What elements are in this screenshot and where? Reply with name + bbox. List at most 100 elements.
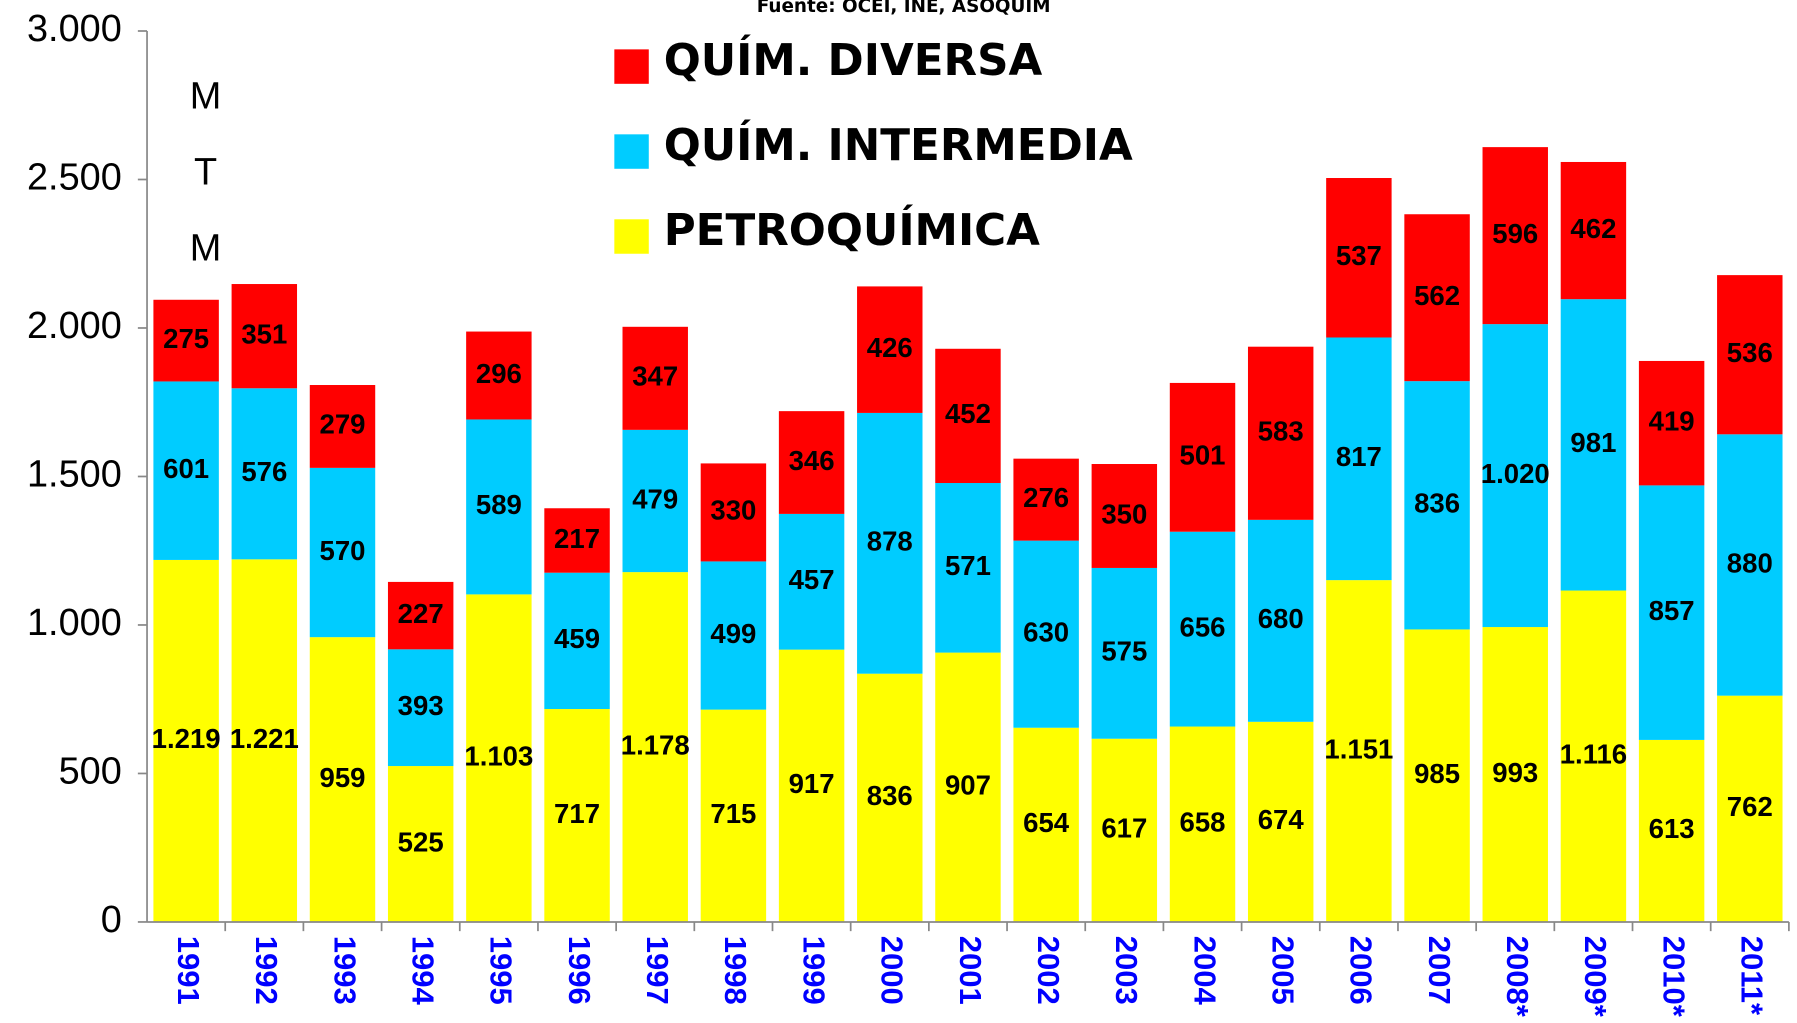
- value-label: 715: [710, 798, 756, 829]
- bar-segment: [1482, 324, 1548, 628]
- value-label: 907: [945, 770, 991, 801]
- bar-segment: [1169, 382, 1236, 532]
- value-label: 459: [554, 623, 600, 654]
- bar-segment: [387, 649, 454, 767]
- value-label: 993: [1492, 757, 1538, 788]
- bar-segment: [1404, 629, 1470, 922]
- value-label: 296: [476, 358, 522, 389]
- bar-segment: [622, 572, 688, 922]
- x-tick-label: 2003: [1109, 936, 1144, 1005]
- value-label: 217: [554, 523, 600, 554]
- bar-segment: [1091, 464, 1158, 568]
- bar-segment: [309, 385, 376, 468]
- bar-segment: [309, 637, 376, 922]
- value-label: 462: [1570, 213, 1616, 244]
- value-label: 499: [710, 618, 756, 649]
- value-label: 562: [1414, 280, 1460, 311]
- bar-segment: [1560, 299, 1627, 591]
- bar-segment: [622, 429, 688, 573]
- bar-segment: [153, 381, 219, 560]
- bar-segment: [466, 419, 532, 595]
- bar-segment: [1247, 346, 1314, 520]
- bar-segment: [1482, 147, 1548, 325]
- bar-segment: [1326, 178, 1392, 338]
- bar-segment: [778, 513, 845, 650]
- value-label: 917: [789, 768, 835, 799]
- bar-segment: [857, 412, 923, 674]
- bar-segment: [1404, 381, 1470, 630]
- value-label: 227: [398, 598, 444, 629]
- value-label: 985: [1414, 758, 1460, 789]
- bar-segment: [231, 388, 298, 560]
- bar-segment: [231, 559, 298, 922]
- value-label: 536: [1727, 337, 1773, 368]
- x-tick-label: 1991: [171, 936, 206, 1005]
- value-label: 393: [398, 690, 444, 721]
- x-tick-label: 1992: [249, 936, 284, 1005]
- legend-label: QUÍM. INTERMEDIA: [664, 118, 1133, 171]
- x-tick-label: 2006: [1344, 936, 1379, 1005]
- y-tick-label: 2.500: [27, 156, 122, 198]
- x-tick-label: 1993: [327, 936, 362, 1005]
- bar-segment: [857, 673, 923, 922]
- value-label: 817: [1336, 441, 1382, 472]
- bar-segment: [1247, 519, 1314, 722]
- value-label: 878: [867, 526, 913, 557]
- value-label: 981: [1570, 427, 1616, 458]
- bar-segment: [1247, 721, 1314, 922]
- bar-segment: [1169, 726, 1236, 922]
- x-tick-label: 2008*: [1500, 936, 1535, 1018]
- legend-label: PETROQUÍMICA: [664, 203, 1040, 256]
- x-tick-label: 2010*: [1656, 936, 1691, 1018]
- value-label: 836: [867, 780, 913, 811]
- value-label: 576: [241, 456, 287, 487]
- value-label: 279: [320, 409, 366, 440]
- value-label: 1.151: [1324, 733, 1393, 764]
- x-tick-label: 2000: [875, 936, 910, 1005]
- y-tick-label: 1.000: [27, 602, 122, 644]
- x-tick-label: 2001: [953, 936, 988, 1005]
- x-tick-label: 2011*: [1735, 936, 1770, 1016]
- value-label: 1.219: [152, 723, 221, 754]
- value-label: 1.221: [230, 723, 299, 754]
- y-tick-label: 500: [59, 750, 122, 792]
- value-label: 680: [1258, 603, 1304, 634]
- value-label: 452: [945, 398, 991, 429]
- bar-segment: [1091, 567, 1158, 739]
- bar-segment: [387, 766, 454, 922]
- value-label: 571: [945, 550, 991, 581]
- value-label: 1.103: [464, 740, 533, 771]
- chart-subtitle: Fuente: OCEI, INE, ASOQUIM: [757, 0, 1051, 17]
- value-label: 589: [476, 489, 522, 520]
- bar-segment: [231, 284, 298, 389]
- value-label: 959: [320, 762, 366, 793]
- bar-segment: [1638, 739, 1705, 922]
- bar-segment: [153, 559, 219, 922]
- bar-segment: [1717, 434, 1783, 696]
- value-label: 501: [1180, 440, 1226, 471]
- value-label: 1.178: [621, 729, 690, 760]
- value-label: 525: [398, 826, 444, 857]
- bar-segment: [700, 709, 767, 922]
- bar-segment: [309, 467, 376, 638]
- bar-segment: [1717, 275, 1783, 435]
- x-tick-label: 1995: [484, 936, 519, 1005]
- value-label: 350: [1101, 498, 1147, 529]
- bar-segment: [544, 709, 610, 922]
- bar-segment: [1326, 337, 1392, 581]
- x-tick-label: 2004: [1187, 936, 1222, 1006]
- bar-segment: [466, 594, 532, 922]
- value-label: 596: [1492, 218, 1538, 249]
- bar-segment: [1013, 727, 1079, 922]
- value-label: 479: [632, 483, 678, 514]
- bar-segment: [1013, 540, 1079, 728]
- bar-segment: [153, 299, 219, 382]
- bar-segment: [1717, 695, 1783, 922]
- value-label: 656: [1180, 611, 1226, 642]
- x-tick-label: 1998: [718, 936, 753, 1005]
- legend-swatch: [614, 219, 649, 254]
- value-label: 570: [320, 535, 366, 566]
- value-label: 575: [1101, 636, 1147, 667]
